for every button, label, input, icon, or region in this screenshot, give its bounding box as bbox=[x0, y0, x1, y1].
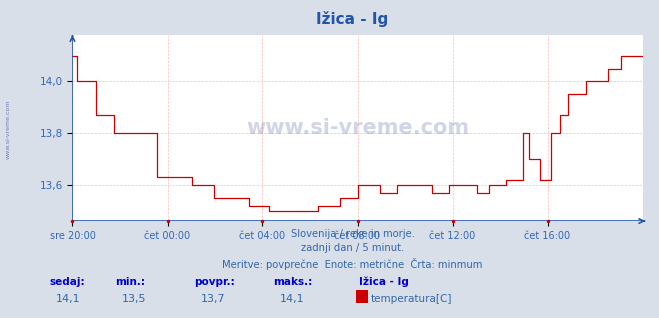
Text: Ižica - Ig: Ižica - Ig bbox=[359, 277, 409, 287]
Text: sedaj:: sedaj: bbox=[49, 277, 85, 287]
Text: 13,7: 13,7 bbox=[201, 294, 225, 304]
Text: www.si-vreme.com: www.si-vreme.com bbox=[6, 99, 11, 159]
Text: www.si-vreme.com: www.si-vreme.com bbox=[246, 118, 469, 138]
Text: 14,1: 14,1 bbox=[56, 294, 80, 304]
Text: 14,1: 14,1 bbox=[280, 294, 304, 304]
Text: 13,5: 13,5 bbox=[122, 294, 146, 304]
Text: povpr.:: povpr.: bbox=[194, 277, 235, 287]
Text: Meritve: povprečne  Enote: metrične  Črta: minmum: Meritve: povprečne Enote: metrične Črta:… bbox=[222, 258, 483, 270]
Text: temperatura[C]: temperatura[C] bbox=[371, 294, 453, 304]
Text: maks.:: maks.: bbox=[273, 277, 313, 287]
Text: min.:: min.: bbox=[115, 277, 146, 287]
Text: Slovenija / reke in morje.: Slovenija / reke in morje. bbox=[291, 229, 415, 239]
Text: Ižica - Ig: Ižica - Ig bbox=[316, 11, 389, 27]
Text: zadnji dan / 5 minut.: zadnji dan / 5 minut. bbox=[301, 243, 404, 253]
